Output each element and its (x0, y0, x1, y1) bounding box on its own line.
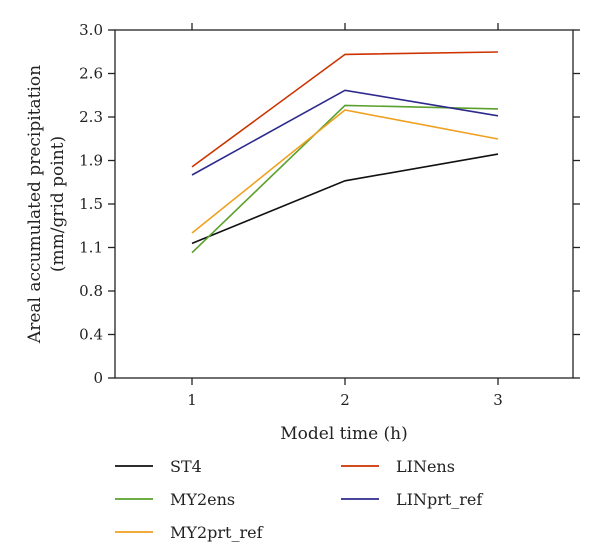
y-tick-label: 0.4 (79, 326, 103, 344)
plot-border (114, 29, 574, 379)
legend-label-my2prt-ref: MY2prt_ref (170, 523, 264, 542)
y-axis-ticks: 0 0.4 0.8 1.1 1.5 1.9 2.3 2.6 3.0 (79, 21, 580, 387)
y-tick-label: 1.5 (79, 195, 103, 213)
legend-label-my2ens: MY2ens (170, 490, 235, 509)
series-line-st4 (191, 153, 499, 245)
y-tick-label: 1.1 (79, 239, 103, 257)
legend-label-linprt-ref: LINprt_ref (396, 490, 483, 509)
series-line-my2prt-ref (191, 109, 499, 234)
y-tick-label: 2.6 (79, 65, 103, 83)
y-tick-label: 3.0 (79, 21, 103, 39)
y-tick-label: 0.8 (79, 282, 103, 300)
x-axis-title: Model time (h) (280, 424, 408, 444)
series-line-my2ens (191, 104, 499, 254)
y-tick-label: 0 (93, 369, 103, 387)
y-axis-unit: (mm/grid point) (48, 136, 68, 272)
series-lines (191, 51, 499, 254)
y-axis-title: Areal accumulated precipitation (25, 65, 45, 344)
legend-label-st4: ST4 (170, 457, 202, 476)
x-axis-ticks: 1 2 3 (187, 23, 503, 409)
series-line-linens (191, 51, 499, 168)
x-tick-label: 3 (493, 391, 503, 409)
legend-label-linens: LINens (396, 457, 455, 476)
y-tick-label: 1.9 (79, 152, 103, 170)
legend: ST4 LINens MY2ens LINprt_ref MY2prt_ref (115, 457, 483, 542)
x-tick-label: 2 (340, 391, 350, 409)
x-tick-label: 1 (187, 391, 197, 409)
series-line-linprt-ref (191, 89, 499, 176)
y-tick-label: 2.3 (79, 108, 103, 126)
plot-frame (114, 29, 574, 379)
